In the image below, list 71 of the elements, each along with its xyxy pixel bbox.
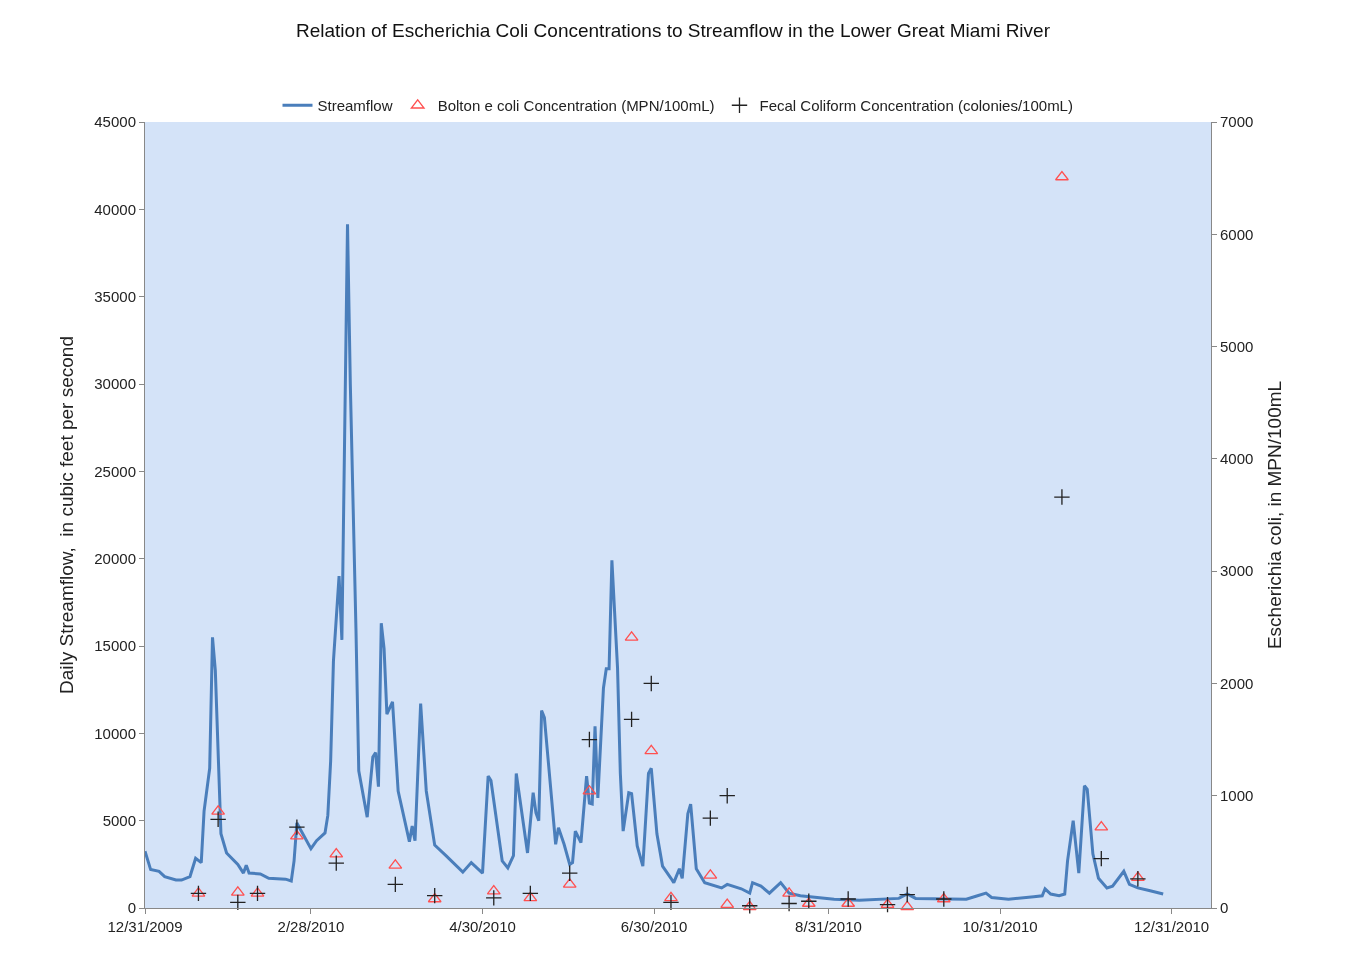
point [1092, 850, 1110, 867]
point [644, 744, 659, 755]
y-tick-label: 25000 [94, 462, 136, 480]
point [935, 890, 953, 908]
point [561, 864, 579, 882]
legend-label: Streamflow [317, 97, 393, 115]
x-tick-label: 4/30/2010 [449, 918, 516, 935]
point [741, 897, 759, 915]
point [249, 885, 266, 902]
point [523, 891, 538, 902]
y2-tick-label: 3000 [1220, 562, 1254, 580]
y-tick-label: 20000 [94, 549, 136, 567]
point [327, 854, 345, 872]
point [702, 809, 719, 827]
point [898, 886, 916, 903]
point [642, 675, 660, 692]
x-tick-label: 8/31/2010 [795, 918, 862, 935]
y-tick-label: 45000 [94, 113, 136, 131]
point [1054, 170, 1069, 181]
x-tick-label: 10/31/2010 [962, 918, 1038, 935]
x-tick-label: 6/30/2010 [620, 918, 688, 935]
point [780, 895, 798, 912]
point [720, 898, 735, 909]
point [190, 885, 207, 902]
y-tick-label: 15000 [94, 637, 136, 655]
y-tick-label: 10000 [94, 724, 136, 742]
point [581, 731, 598, 748]
point [289, 829, 304, 840]
point [427, 892, 442, 903]
point [229, 894, 247, 911]
y2-tick-label: 4000 [1220, 450, 1254, 468]
point [288, 818, 306, 836]
point [426, 887, 444, 904]
point [1130, 871, 1145, 882]
y-tick-label: 0 [127, 899, 136, 917]
y-tick-label: 30000 [94, 375, 136, 393]
point [839, 890, 857, 908]
chart-title: Relation of Escherichia Coli Concentrations to Streamflow in the Lower Great Miami River [296, 20, 1051, 42]
legend-label: Bolton e coli Concentration (MPN/100mL) [437, 97, 715, 115]
point [880, 898, 895, 909]
point [1129, 870, 1147, 888]
y-tick-label: 5000 [102, 811, 136, 829]
point [623, 711, 640, 728]
y2-tick-label: 0 [1220, 899, 1229, 917]
point [1053, 488, 1071, 506]
x-tick-label: 12/31/2010 [1134, 918, 1210, 935]
point [485, 889, 503, 907]
point [742, 900, 757, 911]
point [879, 896, 896, 913]
point [521, 885, 539, 902]
y2-axis-title: Escherichia coli, in MPN/100mL [1264, 380, 1286, 650]
point [209, 810, 227, 828]
y-tick-label: 35000 [94, 287, 136, 305]
y2-tick-label: 1000 [1220, 786, 1254, 804]
point [900, 900, 915, 911]
point [718, 787, 736, 805]
point [386, 876, 404, 893]
y-axis-title: Daily Streamflow, in cubic feet per second [56, 335, 78, 695]
point [800, 892, 818, 910]
y-tick-label: 40000 [94, 200, 136, 218]
point [662, 894, 680, 911]
point [663, 891, 678, 902]
y2-tick-label: 5000 [1220, 337, 1254, 355]
point [329, 847, 344, 858]
x-tick-label: 12/31/2009 [107, 918, 183, 935]
point [936, 892, 951, 903]
y2-tick-label: 7000 [1220, 113, 1254, 131]
y2-tick-label: 2000 [1220, 674, 1254, 692]
y2-tick-label: 6000 [1220, 225, 1254, 243]
legend-label: Fecal Coliform Concentration (colonies/100mL) [759, 97, 1073, 115]
x-tick-label: 2/28/2010 [277, 918, 345, 935]
